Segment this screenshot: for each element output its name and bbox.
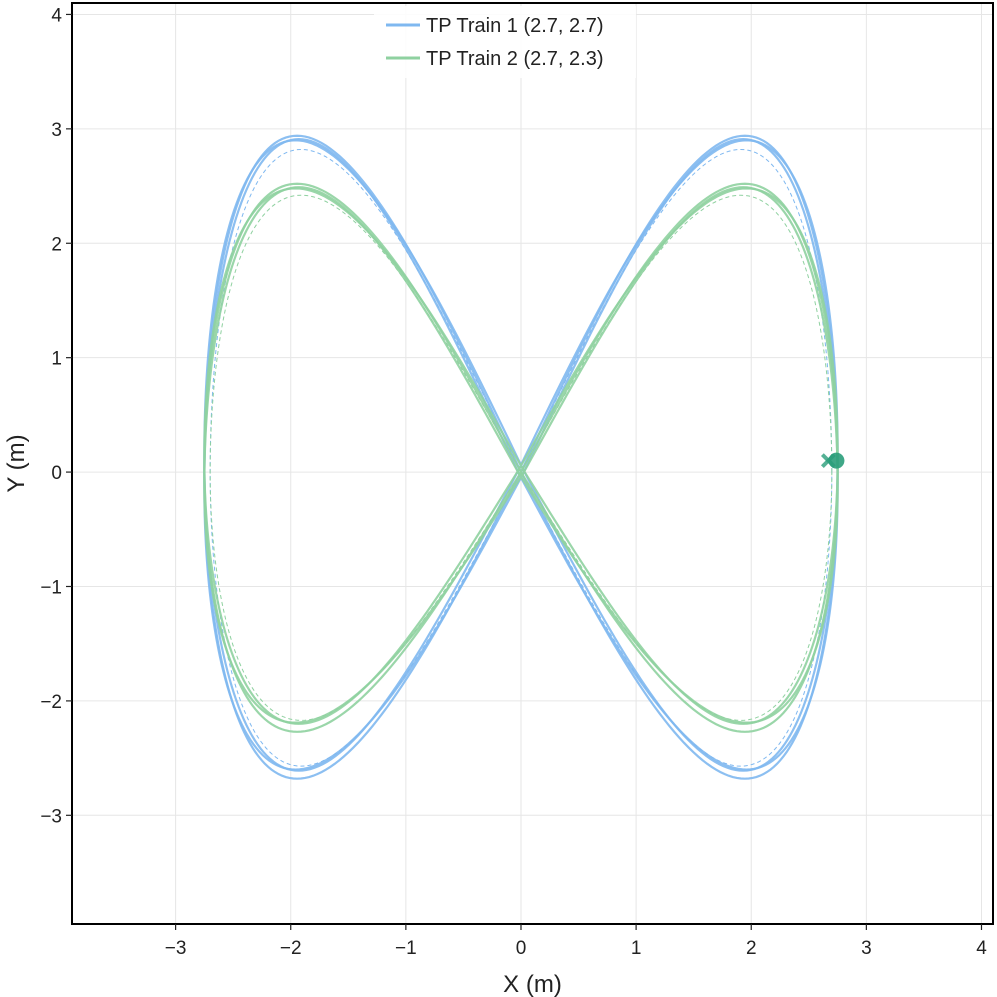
legend: TP Train 1 (2.7, 2.7) TP Train 2 (2.7, 2.… (374, 6, 636, 78)
plot-frame (71, 2, 994, 925)
x-tick-label: 3 (861, 938, 872, 959)
x-tick-label: 1 (631, 938, 642, 959)
x-tick-label: 4 (976, 938, 987, 959)
series-group (203, 182, 839, 733)
legend-label: TP Train 2 (2.7, 2.3) (426, 48, 604, 70)
grid (72, 3, 993, 924)
x-tick-label: −1 (395, 938, 417, 959)
legend-label: TP Train 1 (2.7, 2.7) (426, 15, 604, 37)
y-axis-title: Y (m) (3, 434, 30, 492)
x-tick-label: 2 (746, 938, 757, 959)
legend-box (374, 6, 636, 78)
x-tick-label: 0 (516, 938, 527, 959)
y-tick-label: −2 (40, 692, 62, 713)
y-tick-label: 0 (51, 463, 62, 484)
y-tick-label: 3 (51, 120, 62, 141)
tick-layer: −3 −2 −1 0 1 2 3 4 −3 −2 −1 0 1 2 3 4 (40, 5, 987, 959)
end-marker-stroke (820, 453, 836, 469)
marker-layer (820, 452, 845, 469)
x-tick-label: −3 (165, 938, 187, 959)
x-axis-title: X (m) (503, 971, 562, 997)
y-tick-label: 1 (51, 349, 62, 370)
series-layer (203, 134, 839, 780)
trajectory-line (203, 186, 839, 724)
y-tick-label: −1 (40, 577, 62, 598)
y-tick-label: 4 (51, 5, 62, 26)
y-tick-label: 2 (51, 234, 62, 255)
y-tick-label: −3 (40, 806, 62, 827)
x-tick-label: −2 (280, 938, 302, 959)
end-marker (820, 453, 836, 469)
